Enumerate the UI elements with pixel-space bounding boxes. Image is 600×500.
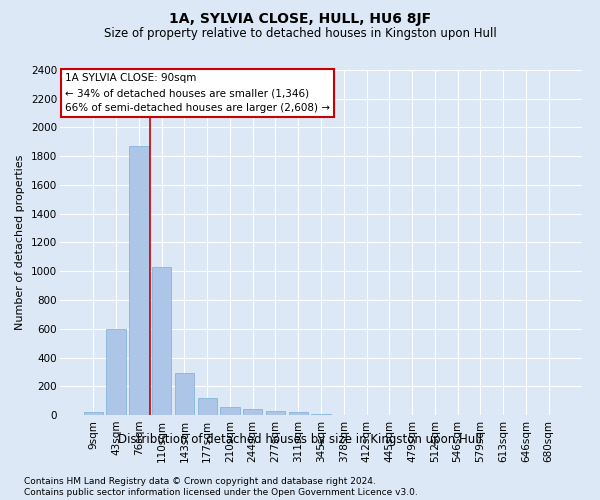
Bar xyxy=(84,412,103,415)
Bar xyxy=(266,410,285,415)
Text: Size of property relative to detached houses in Kingston upon Hull: Size of property relative to detached ho… xyxy=(104,28,496,40)
Text: Contains public sector information licensed under the Open Government Licence v3: Contains public sector information licen… xyxy=(24,488,418,497)
Text: Distribution of detached houses by size in Kingston upon Hull: Distribution of detached houses by size … xyxy=(118,433,482,446)
Bar xyxy=(289,412,308,415)
Text: 1A, SYLVIA CLOSE, HULL, HU6 8JF: 1A, SYLVIA CLOSE, HULL, HU6 8JF xyxy=(169,12,431,26)
Bar xyxy=(197,398,217,415)
Bar xyxy=(243,408,262,415)
Bar xyxy=(220,407,239,415)
Bar xyxy=(129,146,149,415)
Bar xyxy=(152,267,172,415)
Bar xyxy=(175,372,194,415)
Bar xyxy=(311,414,331,415)
Bar xyxy=(106,329,126,415)
Text: Contains HM Land Registry data © Crown copyright and database right 2024.: Contains HM Land Registry data © Crown c… xyxy=(24,476,376,486)
Y-axis label: Number of detached properties: Number of detached properties xyxy=(16,155,25,330)
Text: 1A SYLVIA CLOSE: 90sqm
← 34% of detached houses are smaller (1,346)
66% of semi-: 1A SYLVIA CLOSE: 90sqm ← 34% of detached… xyxy=(65,74,330,113)
